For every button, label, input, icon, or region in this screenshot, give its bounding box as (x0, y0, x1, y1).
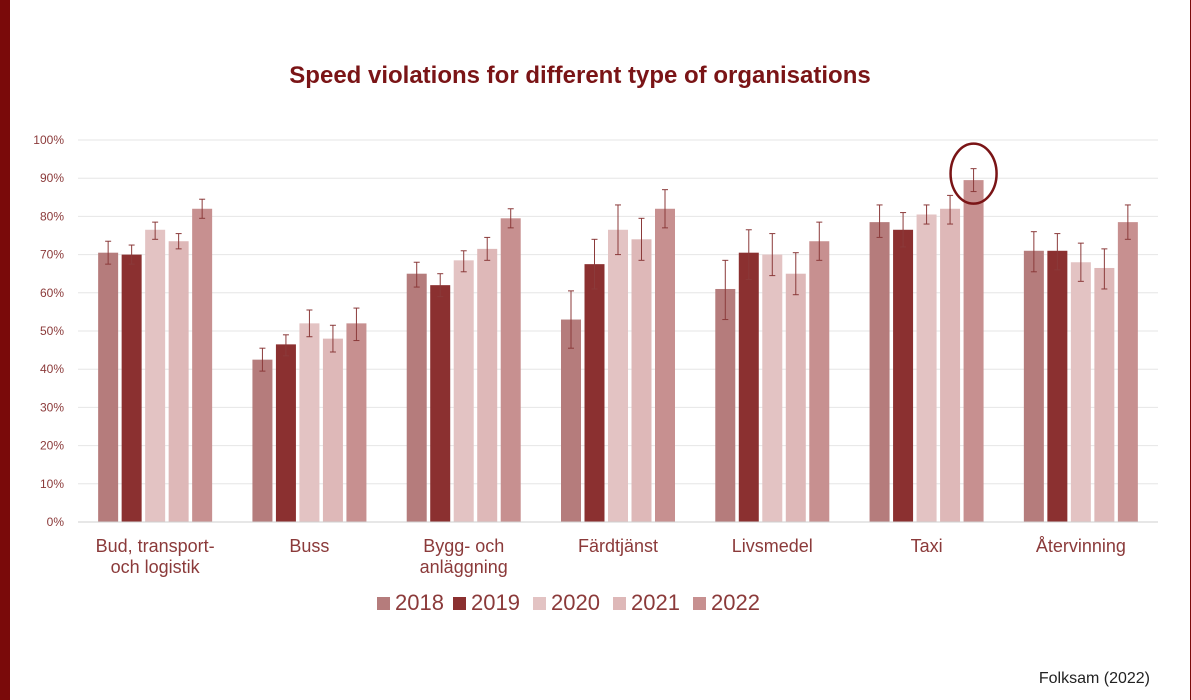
bar-2020 (299, 323, 320, 522)
bar-2020 (916, 214, 937, 522)
y-tick-label: 60% (40, 286, 64, 300)
legend-swatch-2022 (693, 597, 706, 610)
legend-swatch-2019 (453, 597, 466, 610)
bar-2022 (1117, 222, 1138, 522)
y-tick-label: 0% (47, 515, 65, 529)
y-tick-label: 20% (40, 439, 64, 453)
bar-2022 (809, 241, 830, 522)
bar-2019 (1047, 250, 1068, 522)
bar-2022 (346, 323, 367, 522)
legend-swatch-2018 (377, 597, 390, 610)
bar-2019 (893, 229, 914, 522)
bar-2021 (631, 239, 652, 522)
legend-label: 2019 (471, 590, 520, 615)
y-tick-label: 40% (40, 362, 64, 376)
legend-swatch-2021 (613, 597, 626, 610)
y-tick-label: 30% (40, 400, 64, 414)
y-tick-label: 90% (40, 171, 64, 185)
y-tick-label: 100% (33, 133, 64, 147)
y-tick-label: 50% (40, 324, 64, 338)
bar-2018 (406, 273, 427, 522)
bar-2020 (608, 229, 628, 522)
bar-2021 (940, 208, 961, 522)
legend-label: 2022 (711, 590, 760, 615)
legend-swatch-2020 (533, 597, 546, 610)
bar-chart: 0% 10% 20% 30% 40% 50% 60% 70% 80% 90% 100% Bud, tr… (33, 133, 1158, 615)
bar-2018 (1023, 250, 1044, 522)
x-category-label: Bygg- och anläggning (420, 536, 508, 577)
bar-2021 (322, 338, 343, 522)
legend-label: 2021 (631, 590, 680, 615)
bar-2021 (785, 273, 806, 522)
x-category-label: Taxi (911, 536, 943, 556)
y-tick-label: 70% (40, 248, 64, 262)
bar-2020 (1070, 262, 1091, 522)
bar-2022 (963, 180, 984, 523)
x-category-label: Livsmedel (732, 536, 813, 556)
bar-2022 (192, 208, 213, 522)
bar-2019 (584, 264, 605, 522)
bar-2020 (762, 254, 783, 522)
bar-2021 (477, 248, 498, 522)
x-category-label: Bud, transport-och logistik (96, 536, 215, 577)
bar-2018 (715, 288, 736, 522)
bar-2018 (252, 359, 273, 522)
slide: Speed violations for different type of o… (10, 0, 1190, 700)
chart-plot-area: 0% 10% 20% 30% 40% 50% 60% 70% 80% 90% 100% Bud, tr… (10, 128, 1190, 658)
bar-2021 (168, 241, 189, 522)
x-category-label: Färdtjänst (578, 536, 658, 556)
bar-2018 (869, 222, 890, 522)
bar-2022 (655, 208, 675, 522)
bar-2020 (145, 229, 166, 522)
bar-2018 (98, 252, 119, 522)
bar-2021 (1094, 267, 1115, 522)
source-caption: Folksam (2022) (1038, 670, 1150, 687)
bar-2019 (430, 285, 451, 522)
page-title: Speed violations for different type of o… (289, 62, 871, 89)
bar-2022 (500, 218, 521, 522)
bar-2019 (275, 344, 296, 522)
y-tick-label: 80% (40, 209, 64, 223)
x-category-label: Återvinning (1036, 536, 1126, 556)
bar-2018 (561, 319, 581, 522)
bar-2019 (738, 252, 759, 522)
highlight-circle (949, 142, 998, 205)
x-category-label: Buss (289, 536, 329, 556)
legend-label: 2020 (551, 590, 600, 615)
bar-2020 (453, 260, 474, 522)
bar-2019 (121, 254, 142, 522)
y-tick-label: 10% (40, 477, 64, 491)
legend-label: 2018 (395, 590, 444, 615)
